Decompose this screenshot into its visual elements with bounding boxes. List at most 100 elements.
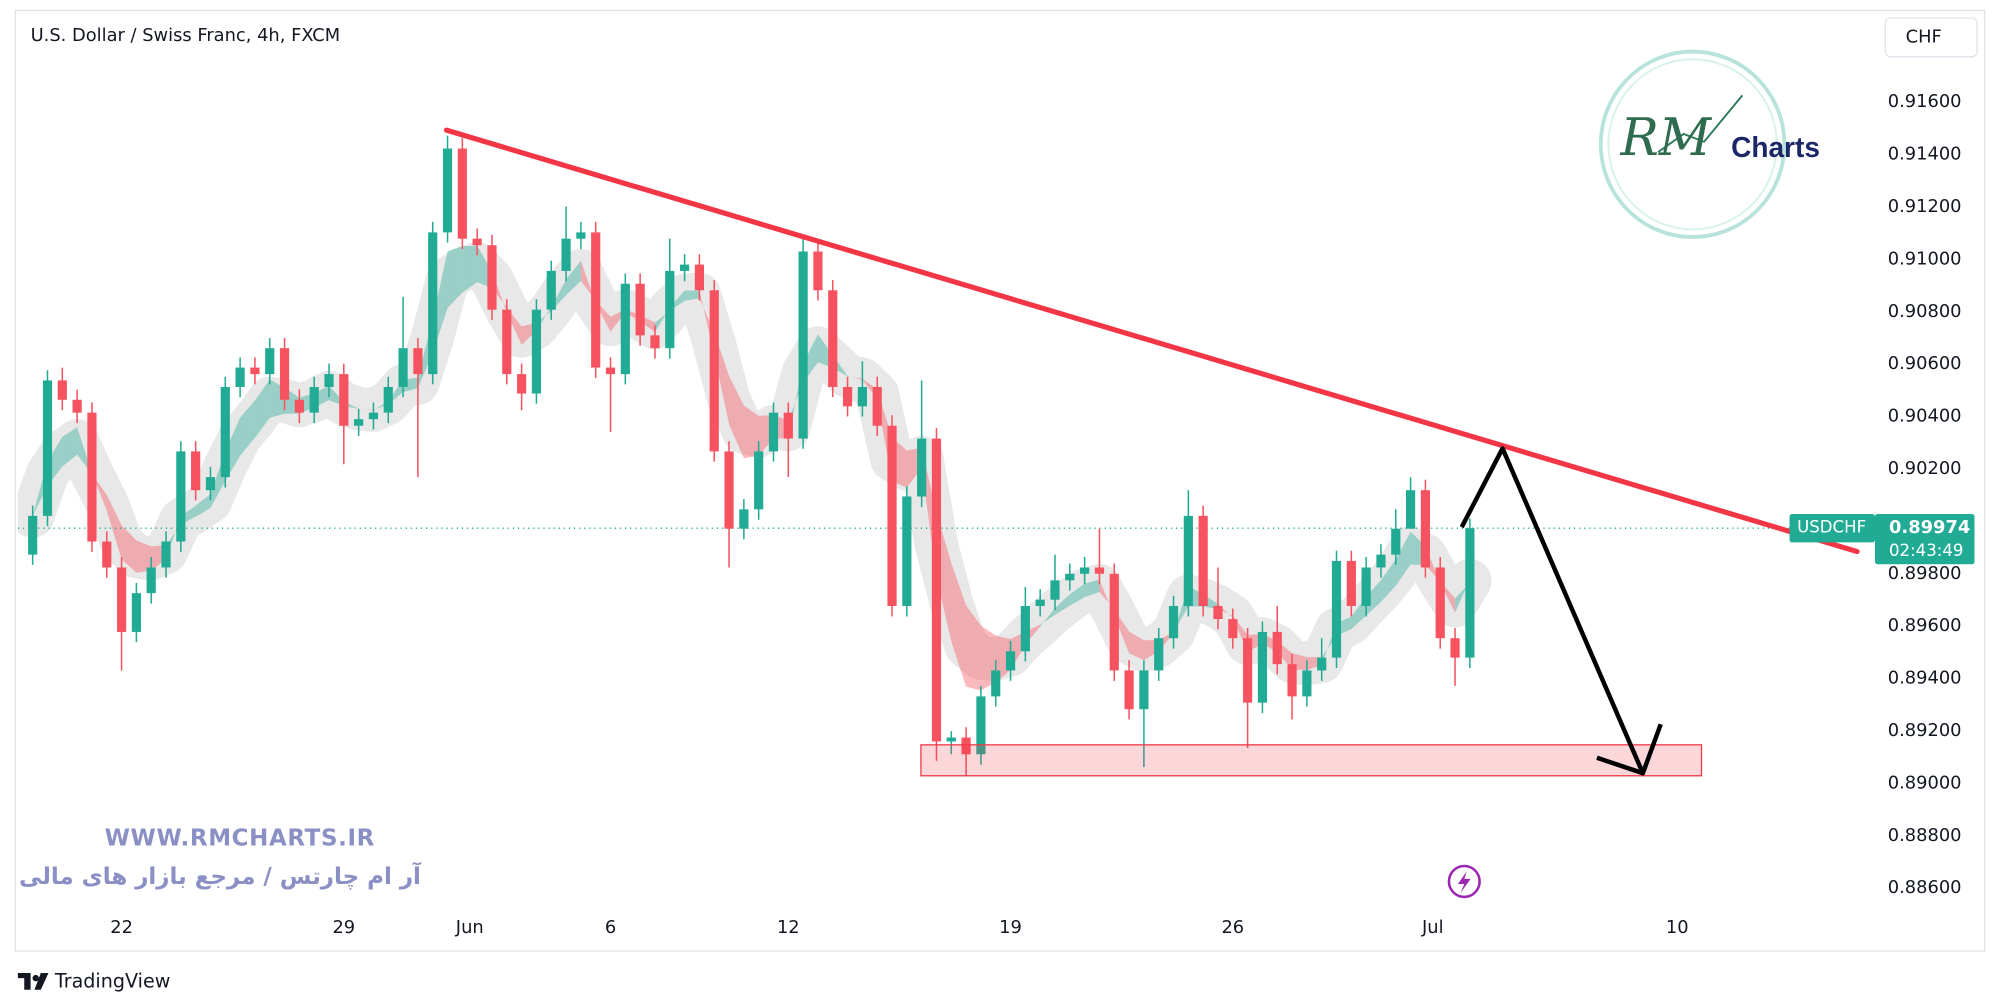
candle-body — [1302, 670, 1312, 697]
candle-body — [1376, 554, 1386, 568]
candle-body — [116, 567, 127, 632]
candle-body — [724, 451, 734, 529]
alert-icon[interactable] — [1447, 864, 1481, 899]
candle-body — [57, 380, 67, 400]
candle-body — [1035, 599, 1045, 606]
candle-body — [961, 737, 971, 755]
candle-body — [42, 380, 53, 516]
x-tick-label: 6 — [605, 917, 616, 938]
indicator-ribbon — [684, 290, 700, 301]
candle-body — [576, 232, 586, 239]
candle-body — [324, 374, 334, 387]
alert-icon-bolt[interactable] — [1457, 871, 1471, 894]
candle-body — [665, 270, 675, 349]
y-tick-label: 0.91400 — [1888, 144, 1962, 165]
candle-body — [679, 264, 690, 271]
candle-body — [531, 309, 542, 394]
candle-body — [472, 238, 482, 246]
indicator-ribbon — [1217, 604, 1233, 618]
x-tick-label: 29 — [332, 917, 355, 938]
candle-body — [1435, 567, 1445, 639]
currency-label: CHF — [1906, 26, 1942, 47]
candle-body — [887, 425, 897, 606]
x-tick-label: 12 — [777, 917, 800, 938]
candle-body — [309, 386, 319, 413]
indicator-ribbon — [106, 494, 122, 560]
y-tick-label: 0.89800 — [1888, 563, 1962, 584]
y-tick-label: 0.90600 — [1888, 353, 1962, 374]
indicator-ribbon — [1084, 579, 1100, 598]
candle-body — [1198, 515, 1208, 606]
symbol-tag — [1789, 514, 1875, 543]
candle-body — [709, 290, 719, 452]
candle-body — [620, 283, 630, 375]
candle-body — [768, 412, 779, 452]
indicator-ribbon — [1395, 531, 1411, 586]
y-tick-label: 0.89200 — [1888, 720, 1962, 741]
indicator-ribbon — [358, 408, 374, 411]
candle-body — [354, 419, 364, 426]
y-tick-label: 0.89600 — [1888, 615, 1962, 636]
y-tick-label: 0.91600 — [1888, 91, 1962, 112]
candle-body — [368, 412, 379, 420]
candle-body — [1005, 651, 1016, 671]
currency-button[interactable] — [1884, 17, 1978, 58]
footer-logo-shape — [17, 972, 31, 990]
candle-body — [102, 541, 112, 568]
indicator-ribbon — [62, 427, 78, 467]
candle-body — [235, 367, 245, 387]
candle-body — [842, 386, 853, 407]
logo-name: Charts — [1731, 131, 1820, 163]
watermark-tagline: آر ام چارتس / مرجع بازار های مالی — [19, 861, 422, 890]
candle-body — [28, 515, 38, 555]
candle-body — [1050, 580, 1060, 600]
candle-body — [1213, 605, 1223, 620]
logo: RM Charts — [1598, 49, 1820, 240]
candle-body — [442, 148, 453, 233]
x-tick-label: Jul — [1421, 917, 1444, 938]
candle-body — [457, 148, 467, 239]
candle-body — [1405, 490, 1416, 529]
candle-body — [1168, 605, 1179, 639]
axis-layer: 0.88600 0.88800 0.89000 0.89200 0.89400 0.896… — [110, 91, 1961, 938]
logo-arrow — [1657, 94, 1744, 153]
candle-body — [87, 412, 97, 542]
trend-line — [443, 127, 1860, 555]
support-zone — [920, 744, 1703, 777]
candle-body — [991, 670, 1001, 697]
x-tick-label: 19 — [999, 917, 1022, 938]
candle-body — [146, 567, 156, 594]
indicator-ribbon — [1380, 559, 1396, 602]
candle-body — [946, 737, 956, 742]
candle-body — [1183, 515, 1193, 606]
candle-body — [487, 245, 497, 310]
candle-body — [694, 264, 705, 291]
candle-body — [279, 348, 290, 400]
candle-body — [1139, 670, 1149, 710]
indicator-ribbon — [240, 400, 255, 456]
chart-frame — [14, 9, 1986, 952]
candle-body — [339, 374, 349, 426]
candle-layer — [28, 135, 1475, 777]
candle-body — [1124, 670, 1134, 710]
candle-body — [1361, 567, 1371, 606]
candle-body — [739, 509, 749, 529]
arrow-head — [1596, 723, 1663, 776]
candle-body — [754, 451, 764, 510]
candle-body — [605, 367, 616, 375]
last-price-tag — [1875, 514, 1975, 565]
indicator-ribbon — [1069, 583, 1085, 606]
candle-body — [1331, 560, 1342, 658]
last-price-label: 0.89974 — [1889, 517, 1970, 538]
x-tick-label: Jun — [455, 917, 484, 938]
indicator-ribbon — [566, 260, 581, 296]
candle-body — [1065, 573, 1075, 581]
candle-body — [161, 541, 171, 568]
footer-brand: TradingView — [54, 969, 171, 992]
candle-body — [383, 386, 393, 413]
y-tick-label: 0.89000 — [1888, 772, 1962, 793]
candle-body — [250, 367, 260, 375]
y-tick-label: 0.88800 — [1888, 825, 1962, 846]
